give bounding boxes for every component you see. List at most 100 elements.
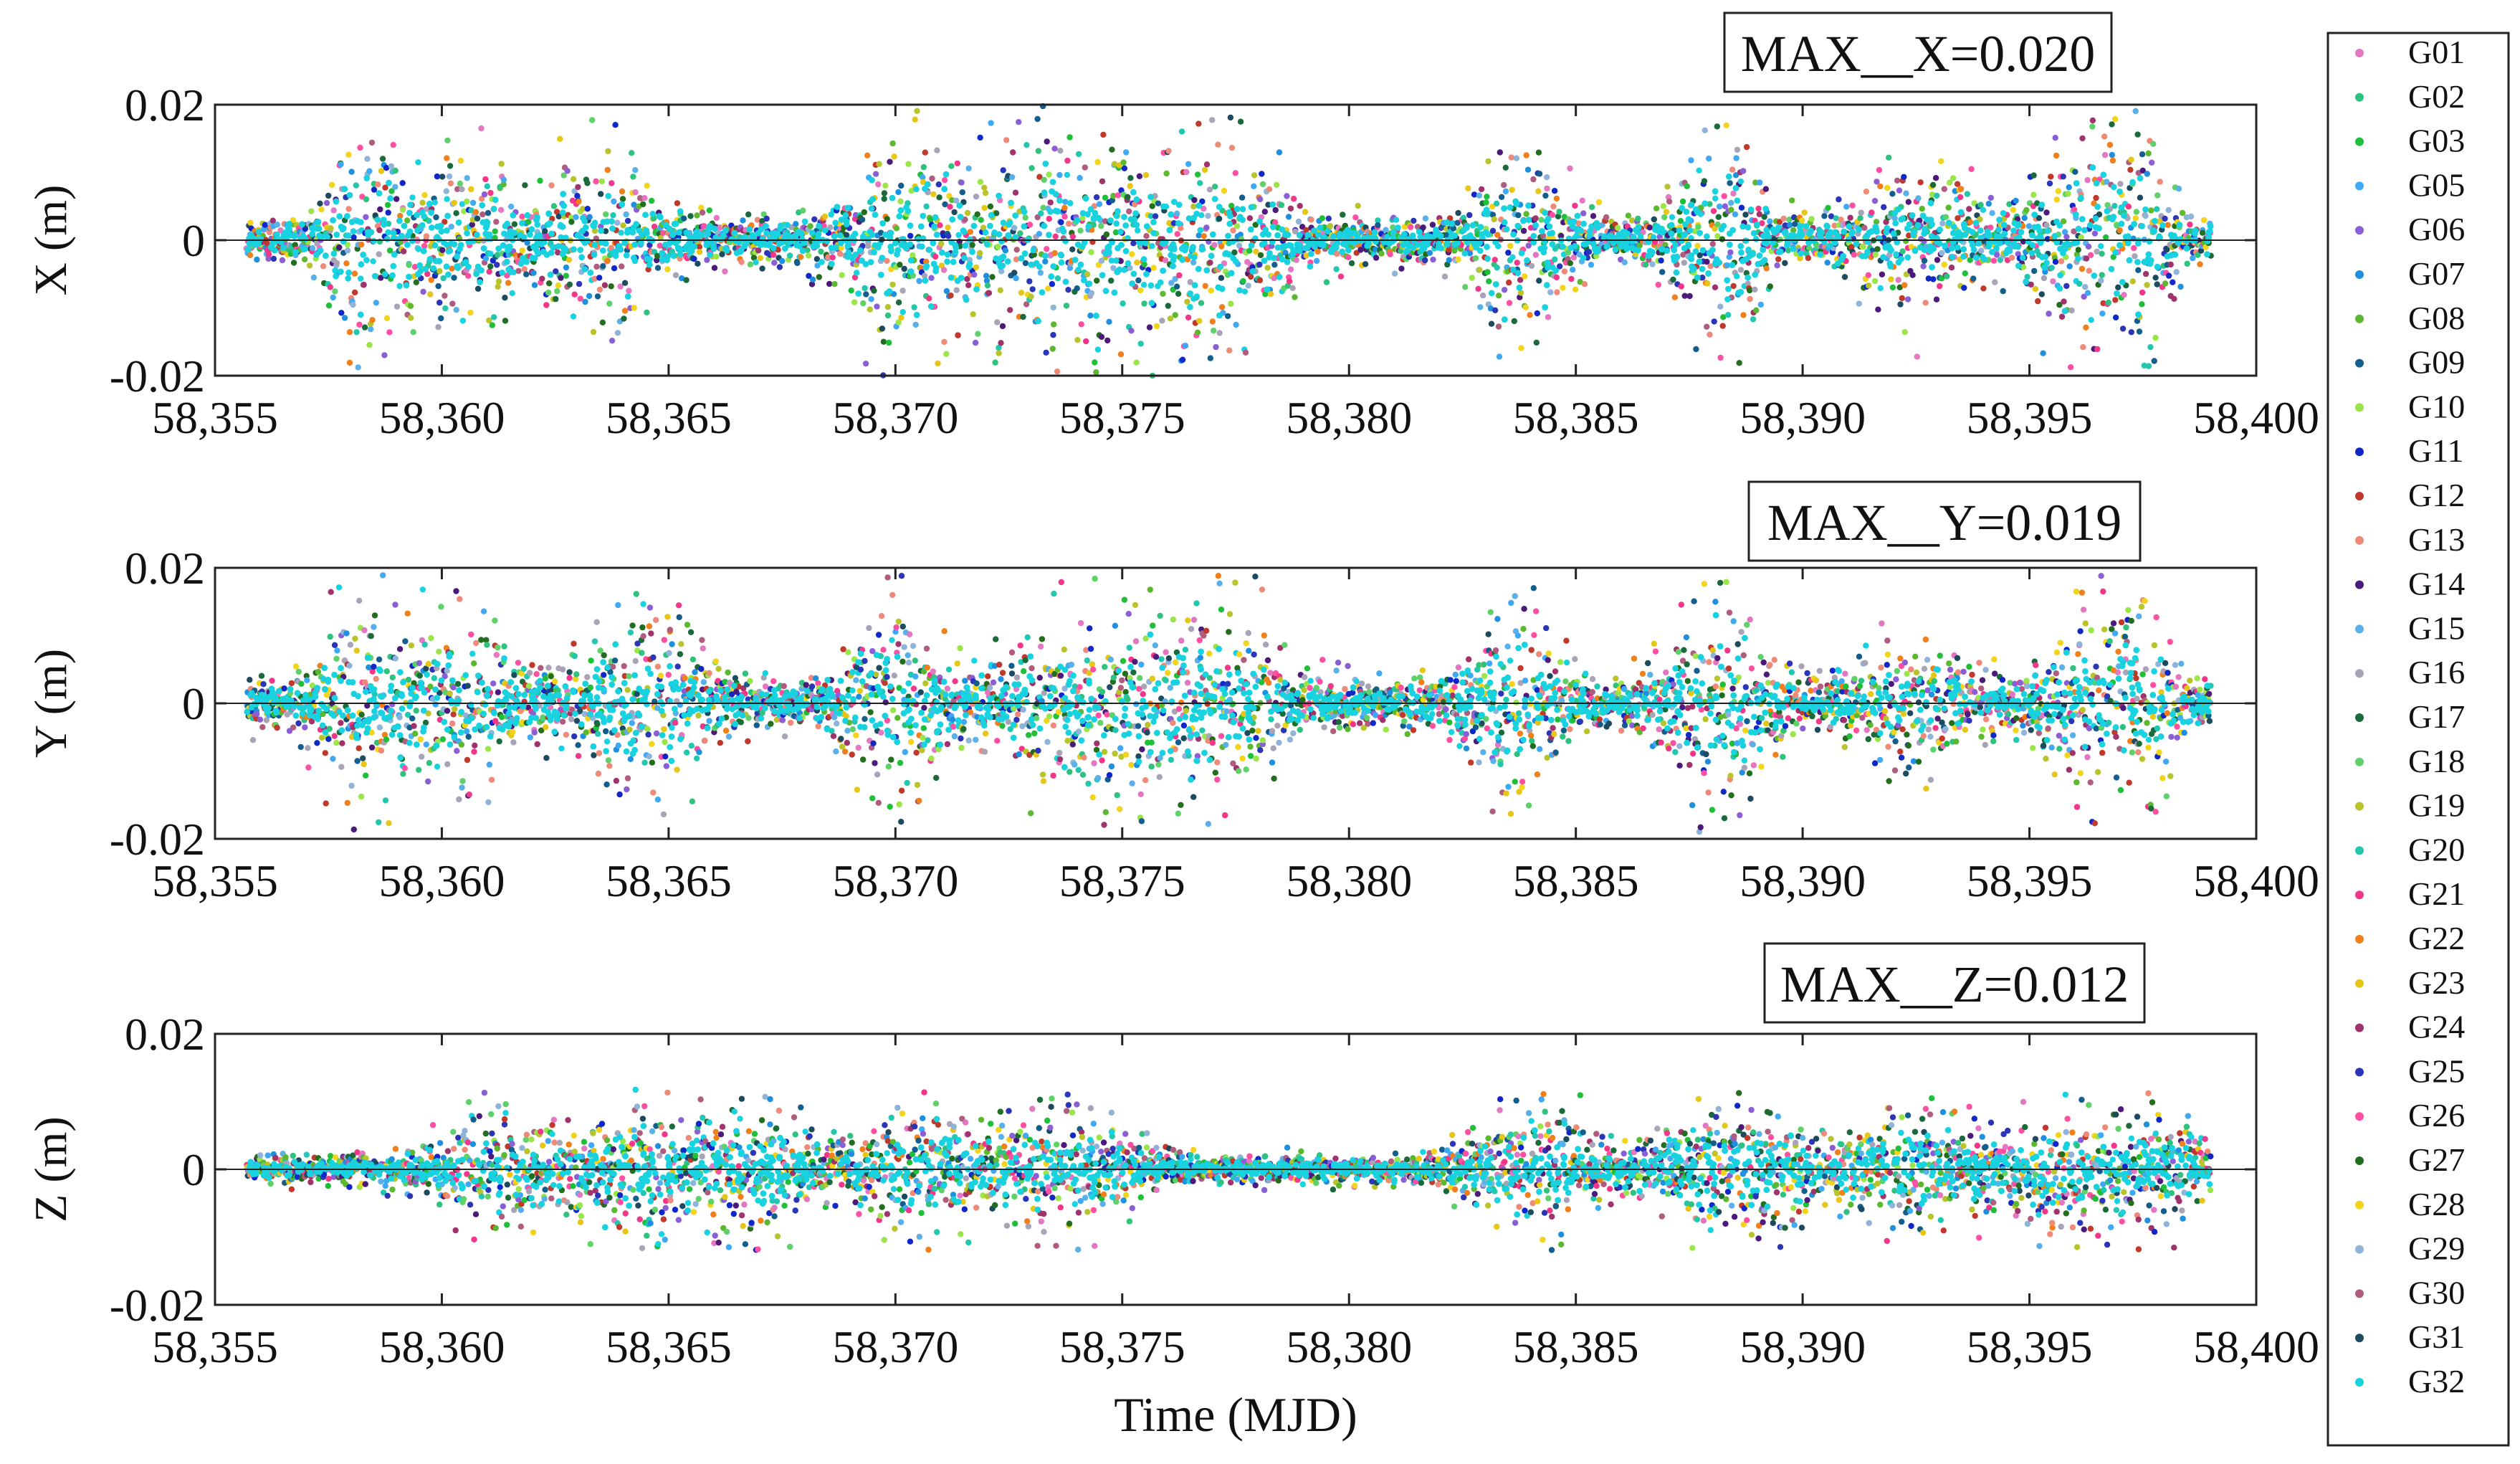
data-point xyxy=(1476,267,1483,273)
data-point-g32 xyxy=(1143,223,1150,230)
data-point xyxy=(920,163,927,171)
data-point-g32 xyxy=(1307,263,1314,270)
data-point xyxy=(247,252,254,259)
data-point xyxy=(531,282,538,288)
data-point xyxy=(1211,242,1218,248)
data-point xyxy=(1102,194,1109,201)
data-point-g32 xyxy=(1057,251,1064,258)
data-point-g32 xyxy=(560,202,568,209)
data-point xyxy=(301,256,308,262)
data-point xyxy=(1934,257,1941,263)
data-point xyxy=(1136,173,1143,179)
data-point xyxy=(809,276,816,282)
data-point xyxy=(1702,127,1708,133)
data-point-g32 xyxy=(1481,209,1489,217)
data-point xyxy=(1477,304,1484,310)
data-point xyxy=(1523,152,1529,158)
data-point xyxy=(713,214,720,222)
data-point xyxy=(1895,277,1901,283)
data-point-g32 xyxy=(2167,232,2175,238)
data-point xyxy=(1663,209,1670,215)
data-point xyxy=(487,189,494,196)
data-point xyxy=(322,750,328,756)
data-point xyxy=(1337,273,1345,280)
data-point-g32 xyxy=(1601,233,1608,240)
data-point-g32 xyxy=(1190,214,1198,222)
data-point xyxy=(1323,279,1330,285)
data-point xyxy=(2112,115,2119,123)
data-point xyxy=(1128,328,1135,334)
data-point xyxy=(1696,167,1702,174)
data-point-g32 xyxy=(1762,232,1769,239)
data-point-g32 xyxy=(832,219,839,227)
data-point xyxy=(325,303,333,309)
data-point xyxy=(704,257,710,263)
data-point-g32 xyxy=(445,271,452,278)
data-point xyxy=(1104,337,1111,344)
data-point xyxy=(1851,252,1857,258)
data-point xyxy=(353,182,359,189)
data-point-g32 xyxy=(1226,209,1233,216)
data-point xyxy=(327,633,333,640)
data-point xyxy=(573,214,579,220)
data-point xyxy=(444,137,451,143)
data-point xyxy=(1455,209,1461,217)
data-point xyxy=(1686,293,1693,300)
data-point xyxy=(446,173,453,180)
data-point-g32 xyxy=(318,234,325,240)
data-point-g32 xyxy=(1790,245,1797,252)
data-point-g32 xyxy=(1000,219,1007,227)
data-point xyxy=(420,288,426,295)
data-point xyxy=(557,136,563,142)
data-point xyxy=(1209,318,1216,325)
data-point xyxy=(1286,278,1293,285)
data-point xyxy=(1985,201,1992,207)
data-point xyxy=(1721,193,1727,199)
data-point xyxy=(505,280,512,286)
data-point-g32 xyxy=(965,264,973,270)
data-point-g32 xyxy=(1304,244,1310,251)
data-point xyxy=(948,163,955,169)
data-point xyxy=(2000,287,2006,295)
data-point xyxy=(928,275,935,281)
data-point xyxy=(912,116,918,123)
data-point xyxy=(1012,189,1019,196)
data-point-g32 xyxy=(1336,233,1343,240)
data-point-g32 xyxy=(1484,255,1491,262)
data-point xyxy=(1196,318,1203,324)
data-point xyxy=(2089,123,2096,130)
data-point-g32 xyxy=(483,218,490,225)
data-point-g32 xyxy=(1270,255,1277,262)
data-point-g32 xyxy=(333,272,339,280)
data-point xyxy=(711,265,718,271)
data-point-g32 xyxy=(587,270,594,276)
data-point xyxy=(249,737,257,743)
data-point xyxy=(1191,196,1198,204)
data-point xyxy=(1202,282,1208,290)
data-point-g32 xyxy=(659,249,666,257)
data-point xyxy=(1856,300,1862,307)
data-point xyxy=(1729,166,1736,173)
data-point xyxy=(401,248,407,255)
data-point xyxy=(344,247,351,254)
data-point xyxy=(982,189,989,196)
data-point xyxy=(1901,174,1907,180)
data-point xyxy=(880,338,887,345)
data-point xyxy=(1430,256,1436,263)
data-point xyxy=(393,303,401,310)
data-point xyxy=(1094,158,1101,166)
data-point-g32 xyxy=(287,232,295,239)
data-point-g32 xyxy=(1686,227,1694,234)
data-point-g32 xyxy=(960,227,967,234)
data-point xyxy=(1094,346,1102,353)
data-point-g32 xyxy=(765,242,773,249)
data-point-g32 xyxy=(524,211,531,219)
data-point xyxy=(1197,180,1203,186)
data-point-g32 xyxy=(406,209,413,217)
data-point-g32 xyxy=(631,257,639,265)
data-point xyxy=(1901,282,1908,288)
data-point-g32 xyxy=(559,209,566,216)
data-point xyxy=(537,177,543,184)
data-point xyxy=(440,275,447,282)
data-point-g32 xyxy=(944,251,951,258)
